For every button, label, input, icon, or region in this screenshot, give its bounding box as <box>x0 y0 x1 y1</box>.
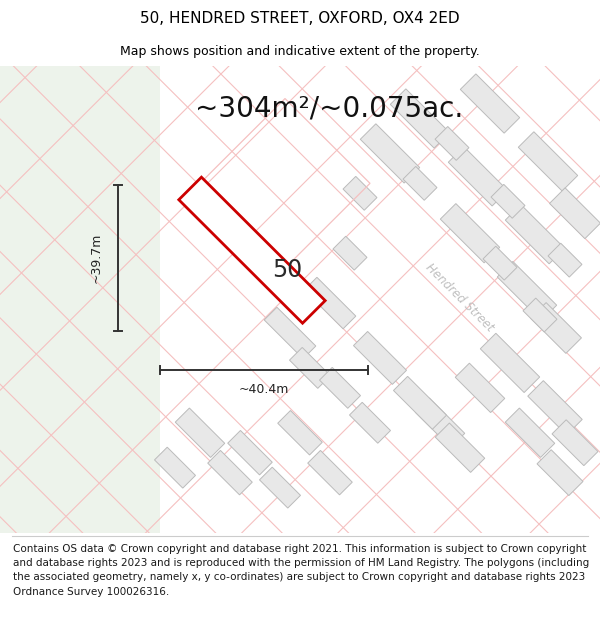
Polygon shape <box>481 333 539 392</box>
Polygon shape <box>343 176 377 210</box>
Polygon shape <box>349 402 391 443</box>
Polygon shape <box>289 348 331 388</box>
Polygon shape <box>319 368 361 408</box>
Text: Hendred Street: Hendred Street <box>424 261 497 335</box>
Polygon shape <box>403 166 437 200</box>
Text: 50, HENDRED STREET, OXFORD, OX4 2ED: 50, HENDRED STREET, OXFORD, OX4 2ED <box>140 11 460 26</box>
Polygon shape <box>415 398 465 448</box>
Polygon shape <box>361 124 419 183</box>
Polygon shape <box>505 408 555 458</box>
Text: ~40.4m: ~40.4m <box>239 383 289 396</box>
Polygon shape <box>491 184 525 218</box>
Polygon shape <box>518 132 578 191</box>
Polygon shape <box>440 204 500 263</box>
Polygon shape <box>448 147 508 206</box>
Polygon shape <box>308 451 352 495</box>
Polygon shape <box>208 451 252 495</box>
Polygon shape <box>179 177 325 323</box>
Polygon shape <box>228 431 272 475</box>
Polygon shape <box>154 448 196 488</box>
Text: ~39.7m: ~39.7m <box>89 233 103 283</box>
Polygon shape <box>455 363 505 413</box>
Polygon shape <box>483 246 517 280</box>
Polygon shape <box>394 376 446 429</box>
Polygon shape <box>530 302 581 353</box>
Text: 50: 50 <box>272 258 302 282</box>
Polygon shape <box>537 450 583 496</box>
Polygon shape <box>259 467 301 508</box>
Polygon shape <box>460 74 520 133</box>
Polygon shape <box>435 126 469 161</box>
Text: Contains OS data © Crown copyright and database right 2021. This information is : Contains OS data © Crown copyright and d… <box>13 544 589 597</box>
Polygon shape <box>497 261 557 321</box>
Polygon shape <box>304 278 356 329</box>
Polygon shape <box>278 411 322 455</box>
Polygon shape <box>175 408 225 458</box>
Polygon shape <box>550 188 600 239</box>
Polygon shape <box>523 298 557 332</box>
Text: Map shows position and indicative extent of the property.: Map shows position and indicative extent… <box>120 45 480 58</box>
Polygon shape <box>264 308 316 359</box>
Polygon shape <box>435 423 485 472</box>
Bar <box>160 66 600 532</box>
Polygon shape <box>391 89 449 148</box>
Bar <box>0 66 160 532</box>
Polygon shape <box>333 236 367 270</box>
Polygon shape <box>505 204 565 264</box>
Polygon shape <box>353 331 407 384</box>
Text: ~304m²/~0.075ac.: ~304m²/~0.075ac. <box>195 94 463 122</box>
Polygon shape <box>552 420 598 466</box>
Polygon shape <box>548 243 582 277</box>
Polygon shape <box>528 381 582 435</box>
